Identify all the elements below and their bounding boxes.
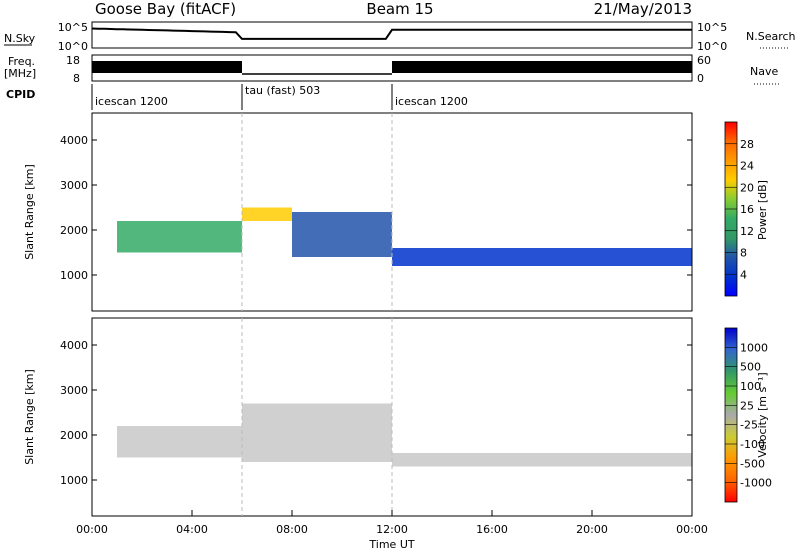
freq-trace xyxy=(92,61,692,75)
x-tick-label: 04:00 xyxy=(176,523,208,536)
colorbar-tick-label: 8 xyxy=(740,247,747,260)
x-tick-label: 12:00 xyxy=(376,523,408,536)
echo-band xyxy=(117,426,242,458)
colorbar-tick-label: 25 xyxy=(740,399,754,412)
colorbar-tick-label: -100 xyxy=(740,438,765,451)
colorbar-tick-label: -1000 xyxy=(740,477,772,490)
velocity-colorbar xyxy=(724,327,738,503)
y-tick-label: 4000 xyxy=(60,339,88,352)
colorbar-tick-label: 500 xyxy=(740,361,761,374)
freq-bar xyxy=(92,61,242,73)
power-ylabel: Slant Range [km] xyxy=(23,164,36,260)
power-colorbar-label: Power [dB] xyxy=(756,180,769,240)
nsky-label: N.Sky xyxy=(4,32,36,45)
velocity-echo-marks xyxy=(117,403,692,467)
power-echo-marks xyxy=(117,207,692,266)
power-colorbar-ticks: 28 24 20 16 12 8 4 xyxy=(725,138,754,281)
colorbar-tick-label: -500 xyxy=(740,457,765,470)
nsky-panel: N.Sky 10^5 10^0 10^5 10^0 N.Search xyxy=(4,21,796,53)
nsearch-tick-low: 10^0 xyxy=(697,40,727,53)
x-tick-label: 08:00 xyxy=(276,523,308,536)
freq-label: Freq. xyxy=(8,55,35,68)
velocity-panel: 1000 2000 3000 4000 00:00 04:00 08:00 12:00 16:… xyxy=(23,317,772,551)
x-tick-label: 20:00 xyxy=(576,523,608,536)
colorbar-tick-label: 24 xyxy=(740,160,754,173)
echo-band xyxy=(292,212,392,257)
velocity-colorbar-label: Velocity [m s⁻¹] xyxy=(756,372,769,457)
y-tick-label: 4000 xyxy=(60,134,88,147)
time-x-ticks: 00:00 04:00 08:00 12:00 16:00 20:00 00:00 xyxy=(76,510,708,536)
colorbar-tick-label: 100 xyxy=(740,380,761,393)
y-tick-label: 2000 xyxy=(60,429,88,442)
colorbar-tick-label: 20 xyxy=(740,181,754,194)
nsky-line xyxy=(91,27,692,40)
cpid-row: CPID icescan 1200 tau (fast) 503 icescan… xyxy=(6,84,468,110)
y-tick-label: 1000 xyxy=(60,269,88,282)
station-title: Goose Bay (fitACF) xyxy=(95,0,236,18)
echo-band xyxy=(117,221,242,253)
colorbar-tick-label: 4 xyxy=(740,268,747,281)
colorbar-tick-label: -25 xyxy=(740,419,758,432)
nsky-tick-high: 10^5 xyxy=(58,21,88,34)
colorbar-tick-label: 16 xyxy=(740,203,754,216)
x-tick-label: 16:00 xyxy=(476,523,508,536)
x-tick-label: 00:00 xyxy=(76,523,108,536)
velocity-colorbar-ticks: 1000 500 100 25 -25 -100 -500 -1000 xyxy=(725,341,772,490)
cpid-segment-1: icescan 1200 xyxy=(95,95,168,108)
date-title: 21/May/2013 xyxy=(594,0,692,18)
nsky-trace xyxy=(91,27,692,40)
echo-band xyxy=(392,248,692,266)
echo-band xyxy=(242,207,292,221)
y-tick-label: 2000 xyxy=(60,224,88,237)
nsearch-label: N.Search xyxy=(746,30,796,43)
nave-label: Nave xyxy=(750,65,778,78)
time-xlabel: Time UT xyxy=(368,538,414,551)
freq-unit-label: [MHz] xyxy=(4,67,36,80)
power-y-ticks: 1000 2000 3000 4000 xyxy=(60,113,692,311)
cpid-segment-2: tau (fast) 503 xyxy=(245,84,320,97)
colorbar-tick-label: 28 xyxy=(740,138,754,151)
freq-panel: Freq. [MHz] 18 8 60 0 Nave xyxy=(4,54,780,85)
echo-band xyxy=(392,453,692,467)
colorbar-tick-label: 12 xyxy=(740,225,754,238)
power-panel: 1000 2000 3000 4000 Slant Range [km] 28 24 20… xyxy=(23,112,769,312)
y-tick-label: 1000 xyxy=(60,474,88,487)
echo-band xyxy=(242,403,392,462)
y-tick-label: 3000 xyxy=(60,384,88,397)
nsky-tick-low: 10^0 xyxy=(58,40,88,53)
nsky-frame xyxy=(91,21,693,49)
freq-tick-low: 8 xyxy=(73,72,80,85)
colorbar-tick-label: 1000 xyxy=(740,341,768,354)
nave-tick-high: 60 xyxy=(697,54,711,67)
cpid-label: CPID xyxy=(6,88,35,101)
nave-tick-low: 0 xyxy=(697,72,704,85)
freq-bar xyxy=(392,61,692,73)
y-tick-label: 3000 xyxy=(60,179,88,192)
freq-tick-high: 18 xyxy=(66,54,80,67)
nsearch-tick-high: 10^5 xyxy=(697,21,727,34)
velocity-y-ticks: 1000 2000 3000 4000 xyxy=(60,318,692,516)
beam-title: Beam 15 xyxy=(366,0,433,18)
x-tick-label: 00:00 xyxy=(676,523,708,536)
cpid-segment-3: icescan 1200 xyxy=(395,95,468,108)
velocity-ylabel: Slant Range [km] xyxy=(23,369,36,465)
